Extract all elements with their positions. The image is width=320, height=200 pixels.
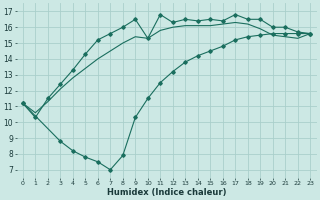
X-axis label: Humidex (Indice chaleur): Humidex (Indice chaleur) (107, 188, 226, 197)
